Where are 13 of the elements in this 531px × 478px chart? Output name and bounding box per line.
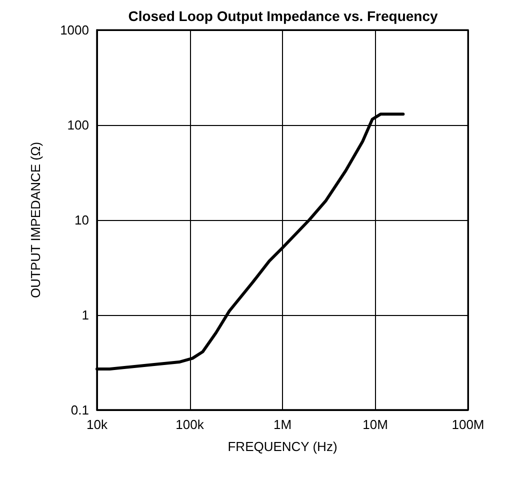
y-tick-label: 10: [74, 212, 89, 228]
y-tick-label: 100: [67, 118, 89, 132]
x-tick-label: 100k: [176, 417, 204, 432]
x-axis-title: FREQUENCY (Hz): [228, 439, 338, 454]
chart-title: Closed Loop Output Impedance vs. Frequency: [128, 8, 438, 24]
x-tick-label: 100M: [452, 417, 484, 432]
y-tick-label: 1000: [60, 22, 89, 38]
x-tick-label: 10k: [86, 417, 108, 432]
y-tick-label: 1: [82, 308, 89, 322]
y-axis-title: OUTPUT IMPEDANCE (Ω): [28, 142, 43, 298]
x-tick-label: 10M: [362, 417, 388, 432]
x-tick-label: 1M: [273, 417, 292, 432]
y-tick-label: 0.1: [70, 402, 89, 418]
